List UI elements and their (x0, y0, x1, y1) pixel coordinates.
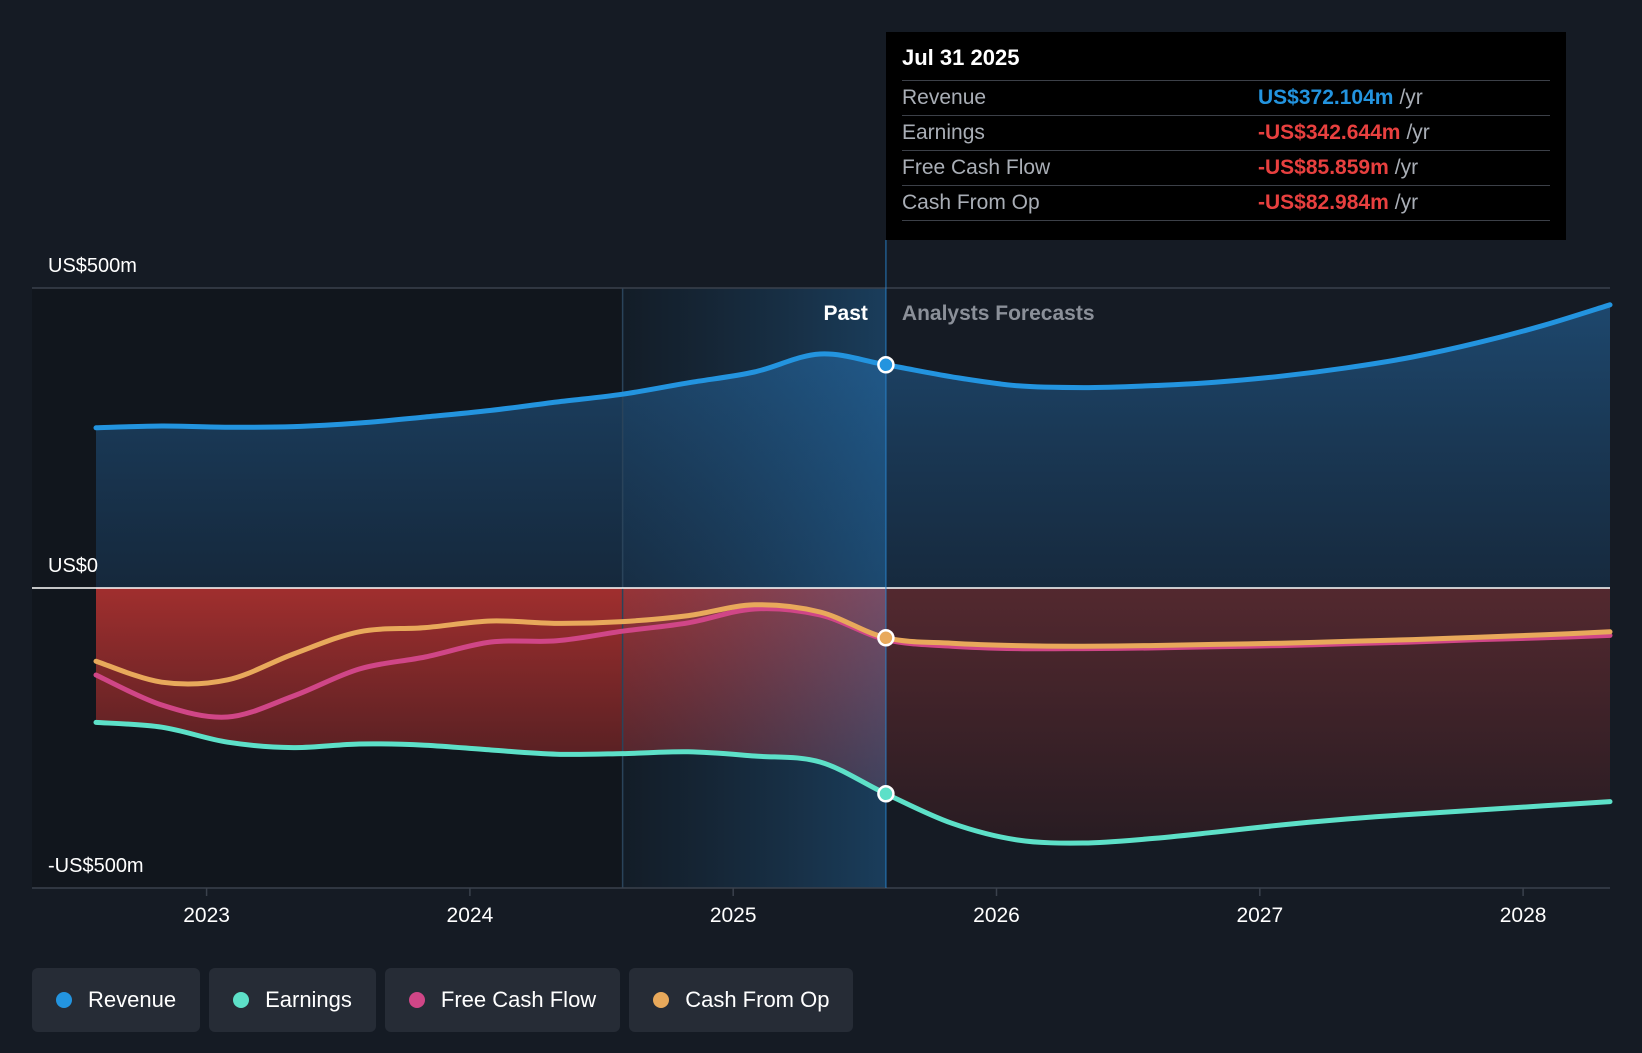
x-axis-ticks: 2023 2024 2025 2026 2027 2028 (183, 888, 1546, 927)
legend-item-earnings[interactable]: Earnings (209, 968, 376, 1032)
tooltip-label: Free Cash Flow (902, 156, 1051, 179)
legend-label: Cash From Op (685, 987, 830, 1012)
x-tick-label: 2023 (183, 904, 230, 927)
data-tooltip: Jul 31 2025 Revenue US$372.104m/yr Earni… (886, 32, 1566, 240)
cash-from-op-line (93, 602, 1613, 687)
loss-area-forecast (885, 588, 1610, 844)
x-tick-label: 2025 (710, 904, 757, 927)
legend-item-free-cash-flow[interactable]: Free Cash Flow (384, 968, 621, 1032)
legend-dot-icon (653, 992, 670, 1008)
cash-from-op-marker (877, 629, 895, 647)
tooltip-row-revenue: Revenue US$372.104m/yr (902, 81, 1550, 116)
past-label: Past (824, 302, 868, 325)
tooltip-label: Earnings (902, 121, 985, 144)
tooltip-value: -US$82.984m/yr (1258, 191, 1419, 214)
legend-dot-icon (408, 992, 425, 1008)
tooltip-value: -US$85.859m/yr (1258, 156, 1419, 179)
tooltip-label: Cash From Op (902, 191, 1040, 214)
series-markers (877, 356, 895, 803)
y-axis-bottom-label: -US$500m (48, 855, 144, 877)
y-axis-top-label: US$500m (48, 255, 137, 277)
legend-label: Free Cash Flow (440, 987, 597, 1012)
revenue-line (93, 302, 1613, 431)
x-tick-label: 2028 (1500, 904, 1547, 927)
tooltip-row-free-cash-flow: Free Cash Flow -US$85.859m/yr (902, 151, 1550, 186)
tooltip-value: -US$342.644m/yr (1258, 121, 1430, 144)
legend-dot-icon (56, 992, 72, 1008)
series-lines (93, 302, 1613, 846)
tooltip-row-earnings: Earnings -US$342.644m/yr (902, 116, 1550, 151)
tooltip-date: Jul 31 2025 (902, 44, 1550, 81)
tooltip-row-cash-from-op: Cash From Op -US$82.984m/yr (902, 186, 1550, 221)
earnings-marker (877, 785, 895, 803)
x-tick-label: 2024 (447, 904, 494, 927)
earnings-line (93, 719, 1613, 846)
legend-label: Revenue (88, 987, 177, 1012)
legend-item-revenue[interactable]: Revenue (32, 968, 201, 1032)
legend-label: Earnings (265, 987, 352, 1012)
x-tick-label: 2026 (973, 904, 1020, 927)
y-axis-zero-label: US$0 (48, 555, 98, 577)
x-tick-label: 2027 (1236, 904, 1283, 927)
tooltip-label: Revenue (902, 86, 987, 109)
chart-legend: Revenue Earnings Free Cash Flow Cash Fro… (32, 968, 854, 1032)
tooltip-value: US$372.104m/yr (1258, 86, 1423, 109)
legend-item-cash-from-op[interactable]: Cash From Op (629, 968, 854, 1032)
revenue-marker (877, 356, 895, 374)
forecast-label: Analysts Forecasts (902, 302, 1095, 325)
legend-dot-icon (233, 992, 250, 1008)
